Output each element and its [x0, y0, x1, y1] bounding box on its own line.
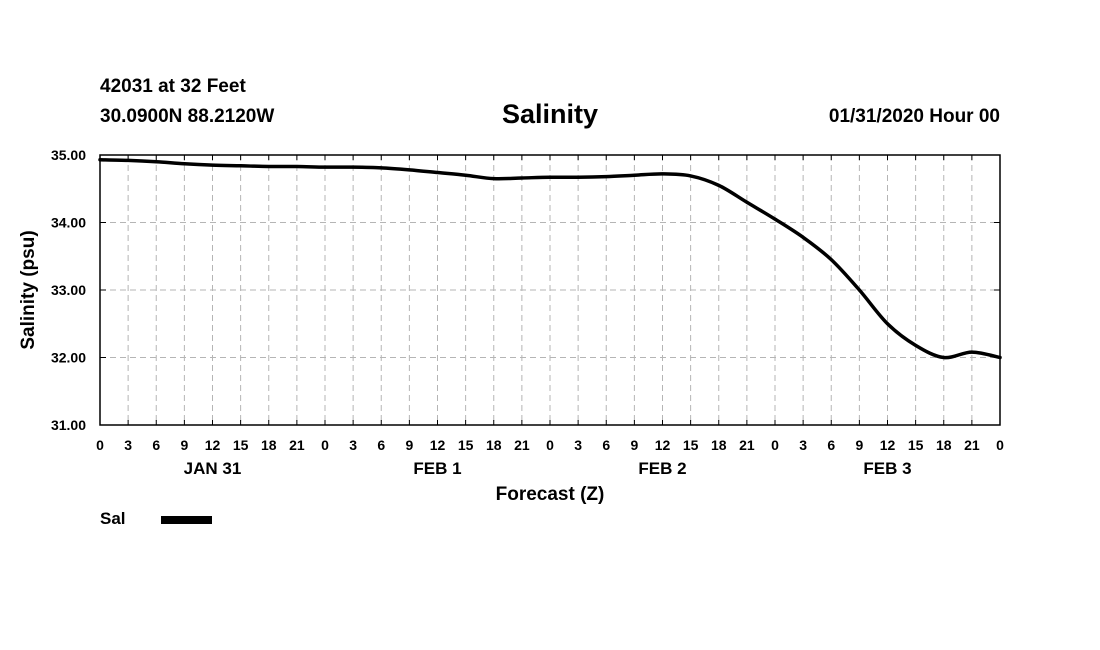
x-tick-label: 18	[711, 437, 727, 453]
data-point	[407, 168, 411, 172]
x-tick-label: 0	[321, 437, 329, 453]
chart-title: Salinity	[501, 99, 599, 129]
data-point	[379, 166, 383, 170]
forecast-run-time: 01/31/2020 Hour 00	[828, 106, 1000, 127]
grid	[100, 155, 1000, 425]
data-point	[548, 175, 552, 179]
x-tick-label: 21	[289, 437, 305, 453]
day-label: FEB 2	[638, 459, 686, 478]
data-point	[520, 176, 524, 180]
y-tick-label: 31.00	[51, 417, 86, 433]
x-tick-label: 9	[855, 437, 863, 453]
x-tick-label: 12	[880, 437, 896, 453]
x-tick-label: 6	[827, 437, 835, 453]
x-tick-label: 15	[233, 437, 249, 453]
x-tick-label: 21	[964, 437, 980, 453]
x-tick-label: 9	[180, 437, 188, 453]
data-point	[745, 200, 749, 204]
data-point	[970, 350, 974, 354]
data-point	[717, 183, 721, 187]
day-label: FEB 3	[863, 459, 911, 478]
series-points	[98, 158, 1002, 359]
data-point	[126, 158, 130, 162]
data-point	[267, 164, 271, 168]
data-point	[857, 288, 861, 292]
x-tick-label: 0	[546, 437, 554, 453]
data-point	[323, 165, 327, 169]
x-tick-label: 15	[458, 437, 474, 453]
y-tick-label: 32.00	[51, 350, 86, 366]
data-point	[829, 258, 833, 262]
data-point	[886, 322, 889, 326]
data-point	[154, 160, 158, 164]
data-point	[576, 175, 580, 179]
data-point	[436, 171, 439, 175]
x-tick-label: 3	[124, 437, 132, 453]
x-tick-label: 0	[996, 437, 1004, 453]
x-tick-label: 21	[739, 437, 755, 453]
data-point	[239, 164, 243, 168]
data-point	[998, 356, 1002, 359]
data-point	[295, 164, 299, 168]
legend-label: Sal	[100, 509, 126, 528]
data-point	[98, 158, 102, 162]
x-tick-label: 3	[799, 437, 807, 453]
legend-swatch	[161, 516, 212, 524]
data-point	[632, 173, 636, 177]
data-point	[661, 172, 664, 176]
data-point	[773, 217, 777, 221]
x-tick-label: 15	[908, 437, 924, 453]
x-tick-label: 3	[574, 437, 582, 453]
station-coordinates: 30.0900N 88.2120W	[100, 106, 275, 127]
station-title: 42031 at 32 Feet	[100, 76, 246, 97]
x-tick-label: 9	[405, 437, 413, 453]
x-tick-label: 3	[349, 437, 357, 453]
x-tick-label: 6	[602, 437, 610, 453]
x-tick-label: 15	[683, 437, 699, 453]
x-tick-label: 18	[261, 437, 277, 453]
data-point	[351, 165, 355, 169]
data-point	[182, 162, 186, 166]
x-tick-label: 9	[630, 437, 638, 453]
y-tick-label: 33.00	[51, 282, 86, 298]
x-tick-label: 12	[655, 437, 671, 453]
x-tick-label: 6	[152, 437, 160, 453]
data-point	[492, 177, 496, 181]
y-tick-label: 34.00	[51, 215, 86, 231]
y-axis-label: Salinity (psu)	[18, 230, 39, 349]
x-tick-label: 0	[96, 437, 104, 453]
axis-labels: 0 3 6 9 12 15 18 21 0 3 6 9 12 15 18 21 0 3 6 9 12 15 18 21 0 3 6 9…	[51, 147, 1004, 478]
day-label: FEB 1	[413, 459, 461, 478]
x-tick-label: 0	[771, 437, 779, 453]
data-point	[914, 343, 918, 347]
y-tick-label: 35.00	[51, 147, 86, 163]
x-tick-label: 6	[377, 437, 385, 453]
x-tick-label: 18	[936, 437, 952, 453]
axis-ticks	[99, 154, 1001, 426]
x-axis-label: Forecast (Z)	[496, 484, 605, 505]
x-tick-label: 21	[514, 437, 530, 453]
data-point	[942, 356, 946, 359]
data-point	[801, 235, 805, 239]
x-tick-label: 12	[205, 437, 221, 453]
data-point	[604, 175, 608, 179]
data-point	[464, 173, 468, 177]
x-tick-label: 12	[430, 437, 446, 453]
day-label: JAN 31	[184, 459, 242, 478]
x-tick-label: 18	[486, 437, 502, 453]
data-point	[689, 174, 693, 178]
data-point	[211, 163, 214, 167]
